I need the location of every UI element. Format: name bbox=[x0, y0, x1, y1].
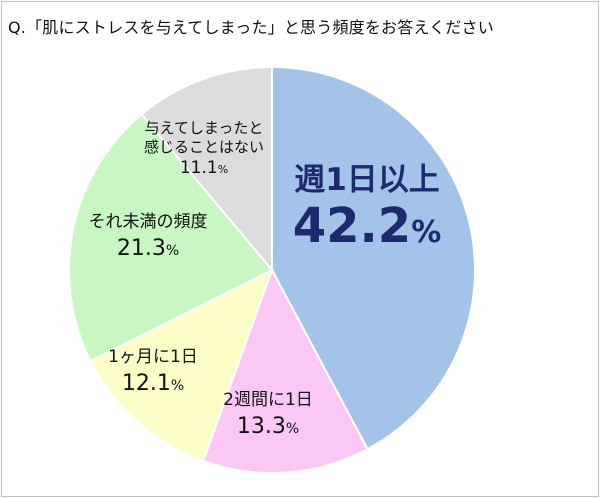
slice-monthly-label: 1ヶ月に1日 bbox=[108, 347, 198, 367]
question-title: Q.「肌にストレスを与えてしまった」と思う頻度をお答えください bbox=[8, 18, 494, 37]
slice-weekly-label: 週1日以上 bbox=[294, 162, 440, 198]
slice-never-label: 与えてしまったと感じることはない bbox=[144, 119, 264, 156]
slice-biweekly-label: 2週間に1日 bbox=[223, 390, 313, 410]
slice-less-often-label: それ未満の頻度 bbox=[89, 212, 208, 232]
slice-weekly bbox=[271, 65, 476, 451]
slice-never-value: 11.1% bbox=[180, 158, 228, 178]
slice-biweekly-value: 13.3% bbox=[237, 414, 299, 439]
slice-monthly bbox=[89, 267, 274, 463]
slice-never bbox=[140, 65, 273, 273]
slice-weekly-value: 42.2% bbox=[293, 198, 442, 254]
slice-less-often bbox=[68, 112, 274, 363]
slice-monthly-value: 12.1% bbox=[122, 371, 184, 396]
slice-less-often-value: 21.3% bbox=[117, 236, 179, 261]
slice-biweekly bbox=[201, 267, 369, 474]
